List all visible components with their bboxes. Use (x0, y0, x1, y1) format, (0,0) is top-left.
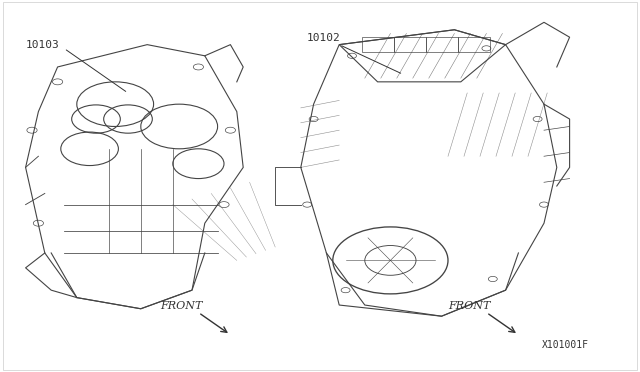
Text: X101001F: X101001F (542, 340, 589, 350)
Text: FRONT: FRONT (160, 301, 202, 311)
Text: 10103: 10103 (26, 40, 60, 50)
Text: FRONT: FRONT (448, 301, 490, 311)
Text: 10102: 10102 (307, 33, 341, 43)
